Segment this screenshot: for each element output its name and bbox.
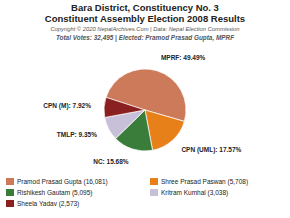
legend-swatch (6, 178, 14, 185)
chart: Bara District, Constituency No. 3Constit… (0, 0, 290, 218)
legend-swatch (6, 189, 14, 196)
slice-category: CPN (M) (43, 102, 68, 110)
annotation: Total Votes: 32,495 | Elected: Pramod Pr… (56, 34, 235, 42)
slice-category: MPRF (161, 54, 179, 61)
legend-entry: Kritram Kumhal (3,038) (161, 189, 228, 197)
data-labels: MPRF: 49.49% CPN (UML): 17.57% NC: 15.68% T… (43, 54, 241, 164)
legend-entry: Rishikesh Gautam (5,095) (17, 189, 93, 197)
data-label: NC: 15.68% (93, 157, 129, 164)
data-label: CPN (UML): 17.57% (181, 146, 241, 154)
data-label: TMLP: 9.35% (57, 131, 97, 138)
slice-category: TMLP (57, 131, 75, 138)
subtitle: Constituent Assembly Election 2008 Resul… (45, 13, 245, 24)
title: Bara District, Constituency No. 3 (71, 2, 219, 13)
legend: Pramod Prasad Gupta (16,081) Shree Prasad… (6, 178, 248, 208)
annotation: Copyright © 2020 NepalArchives.Com | Dat… (50, 26, 239, 32)
slice-value: 17.57% (219, 146, 241, 153)
slice-value: 9.35% (78, 131, 97, 138)
slice-category: CPN (UML) (181, 146, 215, 154)
pie (104, 69, 186, 151)
slice-value: 15.68% (107, 157, 129, 164)
slice-value: 7.92% (73, 102, 92, 109)
legend-entry: Shree Prasad Paswan (5,708) (161, 178, 248, 186)
legend-entry: Sheela Yadav (2,573) (17, 200, 79, 208)
legend-swatch (6, 200, 14, 207)
legend-swatch (150, 178, 158, 185)
slice-value: 49.49% (183, 54, 205, 61)
data-label: MPRF: 49.49% (161, 54, 206, 61)
slice-category: NC (93, 157, 103, 164)
data-label: CPN (M): 7.92% (43, 102, 91, 110)
legend-swatch (150, 189, 158, 196)
legend-entry: Pramod Prasad Gupta (16,081) (17, 178, 108, 186)
slice (104, 97, 145, 117)
